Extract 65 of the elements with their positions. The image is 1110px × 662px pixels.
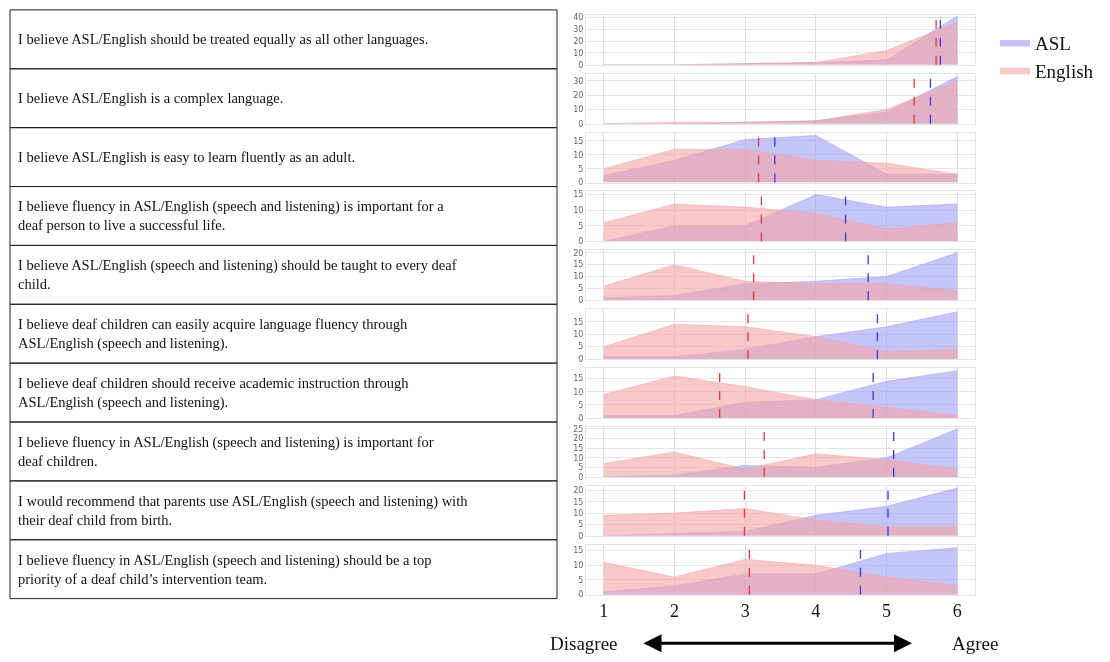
y-tick-label: 15 bbox=[573, 374, 584, 384]
y-tick-label: 25 bbox=[573, 424, 584, 434]
legend-label: ASL bbox=[1035, 33, 1071, 55]
y-tick-label: 5 bbox=[578, 463, 584, 473]
y-tick-label: 5 bbox=[578, 342, 584, 352]
y-axis-title: I would recommend that parents use ASL/English (speech and listening) with their deaf child from birth. bbox=[18, 493, 469, 528]
x-tick-label: 5 bbox=[882, 601, 892, 622]
y-axis-title: I believe ASL/English is easy to learn fluently as an adult. bbox=[18, 149, 356, 165]
y-axis-title: I believe ASL/English should be treated equally as all other languages. bbox=[18, 31, 429, 47]
y-tick-label: 0 bbox=[578, 354, 584, 364]
y-tick-label: 30 bbox=[573, 24, 584, 34]
y-tick-label: 15 bbox=[573, 190, 584, 200]
y-tick-label: 30 bbox=[573, 76, 584, 86]
y-tick-label: 5 bbox=[578, 520, 584, 530]
legend-label: English bbox=[1035, 60, 1094, 82]
y-tick-label: 15 bbox=[573, 546, 584, 556]
y-tick-label: 20 bbox=[573, 36, 584, 46]
y-tick-label: 5 bbox=[578, 164, 584, 174]
y-tick-label: 0 bbox=[578, 296, 584, 306]
y-tick-label: 5 bbox=[578, 221, 584, 231]
y-axis-title: I believe ASL/English is a complex language. bbox=[18, 90, 284, 106]
y-tick-label: 0 bbox=[578, 60, 584, 70]
y-tick-label: 5 bbox=[578, 400, 584, 410]
y-tick-label: 10 bbox=[573, 206, 584, 216]
y-tick-label: 15 bbox=[573, 317, 584, 327]
x-tick-label: 1 bbox=[599, 601, 609, 622]
text: Disagree bbox=[550, 633, 618, 654]
y-tick-label: 40 bbox=[573, 13, 584, 23]
y-tick-label: 0 bbox=[578, 413, 584, 423]
y-axis-title: I believe deaf children can easily acquire language fluency through ASL/English (speech and listening). bbox=[18, 316, 409, 352]
text: Agree bbox=[952, 633, 999, 654]
y-tick-label: 10 bbox=[573, 330, 584, 339]
y-tick-label: 20 bbox=[573, 434, 584, 444]
y-tick-label: 15 bbox=[573, 497, 584, 507]
x-tick-label: 6 bbox=[952, 601, 962, 622]
y-tick-label: 0 bbox=[578, 472, 584, 482]
y-tick-label: 10 bbox=[573, 150, 584, 160]
x-tick-label: 4 bbox=[811, 601, 821, 622]
y-tick-label: 10 bbox=[573, 453, 584, 463]
y-tick-label: 20 bbox=[573, 90, 584, 100]
y-axis-title: I believe fluency in ASL/English (speech and listening) is important for a deaf person to live a successful life. bbox=[18, 198, 445, 233]
y-tick-label: 0 bbox=[578, 119, 584, 129]
y-tick-label: 15 bbox=[573, 443, 584, 453]
y-tick-label: 15 bbox=[573, 136, 584, 146]
y-axis-title: I believe ASL/English (speech and listening) should be taught to every deaf child. bbox=[18, 257, 457, 292]
y-tick-label: 15 bbox=[573, 260, 584, 270]
y-tick-label: 10 bbox=[573, 387, 584, 397]
y-tick-label: 10 bbox=[573, 48, 584, 58]
y-tick-label: 5 bbox=[578, 284, 584, 294]
y-tick-label: 20 bbox=[573, 486, 584, 496]
y-tick-label: 0 bbox=[578, 531, 584, 541]
y-tick-label: 10 bbox=[573, 561, 584, 571]
y-axis-title: I believe deaf children should receive academic instruction through ASL/English (speech and listening). bbox=[18, 375, 410, 411]
y-tick-label: 10 bbox=[573, 508, 584, 518]
y-tick-label: 5 bbox=[578, 575, 584, 585]
y-tick-label: 10 bbox=[573, 272, 584, 282]
y-axis-title: I believe fluency in ASL/English (speech and listening) should be a top priority of a deaf child’s intervention team. bbox=[18, 552, 432, 587]
x-tick-label: 3 bbox=[740, 601, 750, 622]
y-tick-label: 0 bbox=[578, 178, 584, 188]
y-tick-label: 10 bbox=[573, 105, 584, 115]
y-axis-title: I believe fluency in ASL/English (speech and listening) is important for deaf children. bbox=[18, 434, 434, 469]
y-tick-label: 0 bbox=[578, 590, 584, 600]
y-tick-label: 20 bbox=[573, 248, 584, 258]
y-tick-label: 0 bbox=[578, 237, 584, 247]
x-tick-label: 2 bbox=[669, 601, 679, 622]
